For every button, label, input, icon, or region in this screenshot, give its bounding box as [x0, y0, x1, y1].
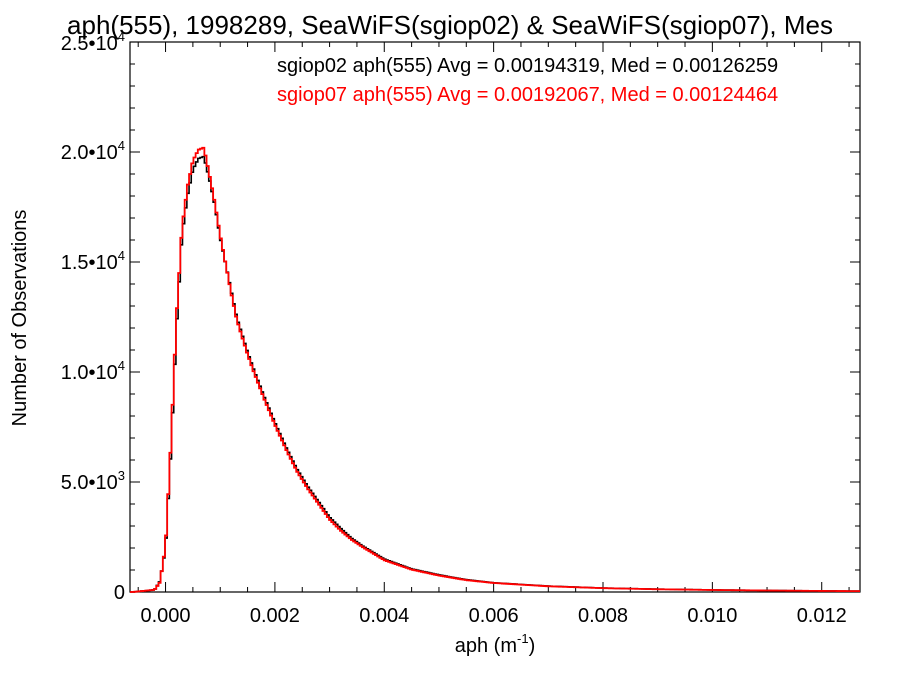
y-tick-label: 0	[114, 582, 125, 604]
x-tick-label: 0.008	[578, 605, 628, 627]
x-tick-label: 0.004	[359, 605, 409, 627]
y-tick-label: 2.0•104	[61, 138, 125, 164]
series-layer	[130, 146, 860, 593]
x-axis-label-exponent: -1	[517, 631, 529, 646]
y-axis: 0 5.0•103 1.0•104 1.5•104 2.0•104 2.5•104	[61, 29, 860, 604]
plot-frame	[129, 41, 861, 593]
y-tick-label: 2.5•104	[61, 29, 125, 55]
x-axis-label: aph (m-1)	[455, 631, 535, 657]
y-tick-label: 1.0•104	[61, 358, 125, 384]
legend-entry-sgiop07: sgiop07 aph(555) Avg = 0.00192067, Med =…	[277, 84, 778, 106]
x-tick-label: 0.006	[469, 605, 519, 627]
x-tick-label: 0.000	[141, 605, 191, 627]
y-axis-label: Number of Observations	[9, 210, 31, 427]
y-tick-label: 5.0•103	[61, 468, 125, 494]
series-line-sgiop07	[130, 146, 860, 593]
chart-title: aph(555), 1998289, SeaWiFS(sgiop02) & Se…	[67, 10, 833, 40]
x-tick-label: 0.002	[250, 605, 300, 627]
legend-entry-sgiop02: sgiop02 aph(555) Avg = 0.00194319, Med =…	[277, 55, 778, 77]
x-axis-label-main: aph (m	[455, 635, 517, 657]
legend: sgiop02 aph(555) Avg = 0.00194319, Med =…	[277, 55, 778, 106]
y-tick-label: 1.5•104	[61, 248, 125, 274]
x-axis-label-tail: )	[529, 635, 536, 657]
x-tick-label: 0.012	[797, 605, 847, 627]
series-line-sgiop02	[130, 155, 860, 593]
x-tick-label: 0.010	[687, 605, 737, 627]
x-axis: 0.000 0.002 0.004 0.006 0.008 0.010 0.012	[137, 42, 850, 627]
